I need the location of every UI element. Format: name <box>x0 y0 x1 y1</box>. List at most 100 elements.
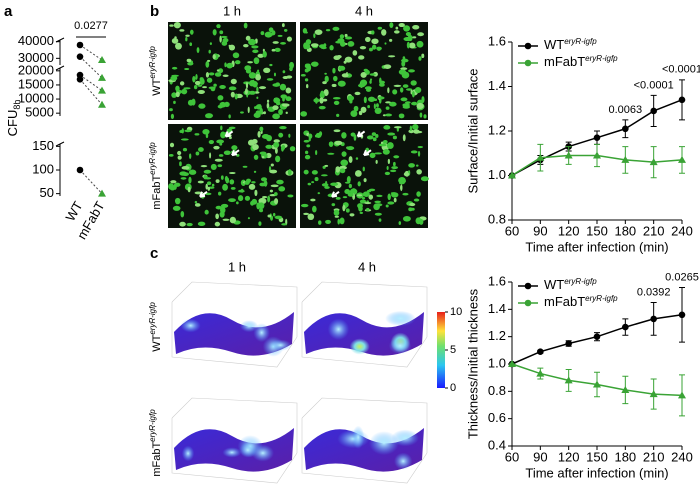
y-tick-label: 5000 <box>25 105 54 120</box>
bacteria-cluster <box>363 96 367 104</box>
bacteria-cluster <box>312 205 317 213</box>
bacteria-cluster <box>392 135 397 140</box>
bacteria-cluster <box>217 164 223 168</box>
bacteria-cluster <box>333 75 338 82</box>
bacteria-cluster <box>310 43 319 48</box>
label-main: CFU <box>5 110 20 137</box>
bacteria-cluster <box>220 131 226 139</box>
bacteria-cluster <box>419 112 423 118</box>
bacteria-cluster <box>269 169 278 174</box>
bacteria-cluster <box>228 198 236 203</box>
bacteria-cluster <box>265 144 273 149</box>
bacteria-cluster <box>274 97 279 103</box>
bacteria-cluster <box>232 52 240 59</box>
bacteria-cluster <box>179 161 182 167</box>
bacteria-cluster <box>376 194 383 198</box>
bacteria-cluster <box>207 186 211 191</box>
bacteria-cluster <box>216 24 221 29</box>
data-point <box>564 376 573 384</box>
bacteria-cluster <box>218 154 224 157</box>
bacteria-cluster <box>349 213 355 217</box>
bacteria-cluster <box>383 125 391 130</box>
column-label: 4 h <box>355 3 373 18</box>
arrow <box>363 149 372 157</box>
bacteria-cluster <box>333 100 340 105</box>
bacteria-cluster <box>226 62 233 69</box>
bacteria-cluster <box>409 125 413 132</box>
bacteria-cluster <box>230 91 235 98</box>
pair-link <box>79 44 103 61</box>
bacteria-cluster <box>180 138 189 141</box>
bacteria-cluster <box>303 212 310 216</box>
bacteria-cluster <box>336 113 340 118</box>
x-tick-label: 120 <box>558 449 580 464</box>
bacteria-cluster <box>179 171 187 176</box>
bacteria-cluster <box>344 33 348 38</box>
bacteria-cluster <box>409 202 416 207</box>
bacteria-cluster <box>287 169 292 176</box>
bacteria-cluster <box>234 93 238 100</box>
bacteria-cluster <box>304 154 311 160</box>
bacteria-cluster <box>387 87 390 94</box>
label-sup: eryR-igfp <box>148 142 157 175</box>
bacteria-cluster <box>344 189 351 195</box>
bacteria-cluster <box>230 78 237 85</box>
bacteria-cluster <box>211 183 215 187</box>
bacteria-cluster <box>406 41 410 49</box>
bacteria-cluster <box>315 63 319 66</box>
column-label: 1 h <box>228 259 246 274</box>
bacteria-cluster <box>208 140 215 145</box>
bacteria-cluster <box>230 186 236 190</box>
label-sup: eryR-igfp <box>585 54 618 63</box>
data-point <box>593 134 601 141</box>
bacteria-cluster <box>324 164 329 167</box>
bacteria-cluster <box>191 98 196 106</box>
bacteria-cluster <box>228 44 236 51</box>
bacteria-cluster <box>255 73 261 81</box>
bacteria-cluster <box>395 26 399 30</box>
bacteria-cluster <box>237 195 244 202</box>
label-main: mFabT <box>544 54 585 69</box>
bacteria-cluster <box>337 38 345 44</box>
bacteria-cluster <box>188 153 192 159</box>
bacteria-cluster <box>256 96 259 100</box>
annotation: 0.0063 <box>609 104 643 116</box>
bacteria-cluster <box>222 74 229 78</box>
bacteria-cluster <box>285 96 292 102</box>
bacteria-cluster <box>324 186 330 189</box>
bacteria-cluster <box>408 129 415 134</box>
bacteria-cluster <box>358 55 365 60</box>
bacteria-cluster <box>337 218 340 225</box>
bacteria-cluster <box>224 62 227 68</box>
bacteria-cluster <box>318 131 323 137</box>
bacteria-cluster <box>210 163 217 171</box>
bacteria-cluster <box>323 89 329 97</box>
bacteria-cluster <box>218 68 224 74</box>
row-label: WTeryR-igfp <box>148 46 163 96</box>
bacteria-cluster <box>346 146 355 151</box>
colorbar-tick-label: 5 <box>450 344 456 356</box>
bacteria-cluster <box>361 196 366 200</box>
bacteria-cluster <box>347 95 355 101</box>
bacteria-cluster <box>207 59 211 62</box>
bacteria-cluster <box>407 34 413 42</box>
bacteria-cluster <box>402 84 409 88</box>
bacteria-cluster <box>349 99 353 104</box>
plot-box <box>301 281 428 368</box>
label-sup: eryR-igfp <box>148 409 157 442</box>
bacteria-cluster <box>382 148 390 155</box>
surface-bump <box>349 338 370 355</box>
bacteria-cluster <box>371 38 379 45</box>
y-tick-label: 1.2 <box>488 328 506 343</box>
data-point <box>76 75 84 83</box>
data-point <box>524 59 532 67</box>
bacteria-cluster <box>398 113 405 119</box>
x-tick-label: 120 <box>558 223 580 238</box>
bacteria-cluster <box>179 81 185 86</box>
bacteria-cluster <box>307 182 312 186</box>
data-point <box>678 155 686 163</box>
bacteria-cluster <box>194 203 201 207</box>
bacteria-cluster <box>323 43 327 47</box>
data-point <box>76 166 84 174</box>
